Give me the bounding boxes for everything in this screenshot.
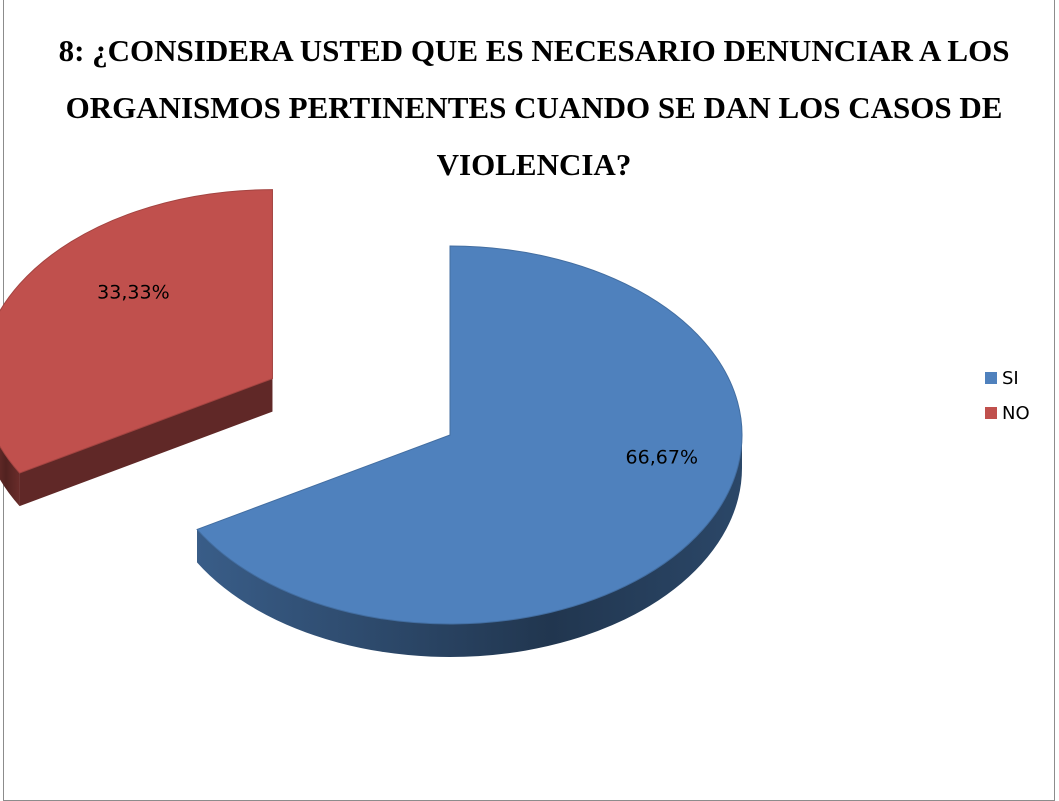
- pie-slice-si: [196, 245, 743, 657]
- chart-title: 8: ¿CONSIDERA USTED QUE ES NECESARIO DEN…: [58, 33, 1010, 182]
- pie-slice-no-wall: [0, 446, 20, 507]
- chart-legend: SI NO: [985, 366, 1030, 436]
- legend-item-si: SI: [985, 366, 1030, 390]
- legend-label: SI: [1002, 367, 1019, 389]
- legend-label: NO: [1002, 402, 1030, 424]
- pie-slice-no-side-start: [19, 378, 273, 507]
- data-label-no: 33,33%: [97, 282, 169, 304]
- pie-slice-si-top: [196, 245, 743, 625]
- pie-slice-si-wall: [197, 435, 742, 657]
- legend-swatch: [985, 407, 997, 419]
- legend-item-no: NO: [985, 401, 1030, 425]
- pie-slice-no: [0, 189, 273, 507]
- pie-slice-no-top: [0, 189, 273, 474]
- legend-swatch: [985, 372, 997, 384]
- data-label-si: 66,67%: [626, 447, 698, 469]
